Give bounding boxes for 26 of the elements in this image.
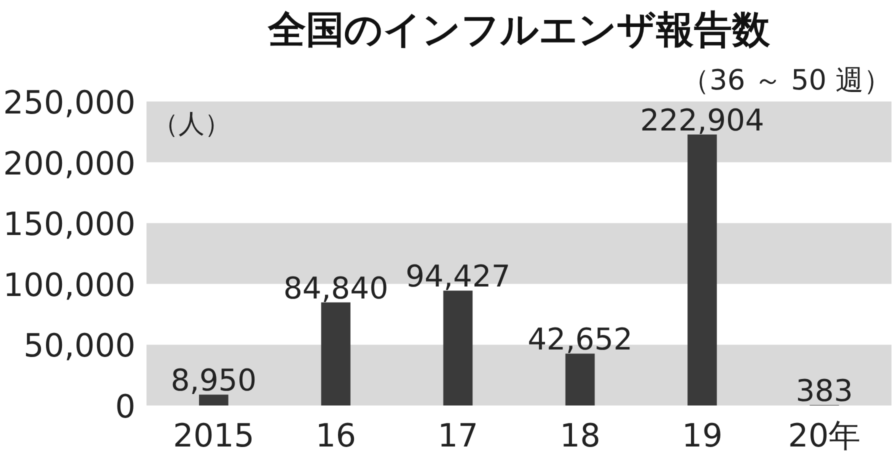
data-label: 84,840 — [283, 271, 388, 306]
y-tick-label: 150,000 — [3, 205, 136, 244]
x-tick-label: 19 — [682, 416, 723, 454]
y-tick-label: 100,000 — [3, 266, 136, 304]
bar — [565, 354, 595, 406]
x-tick-label: 17 — [438, 416, 478, 454]
chart-title: 全国のインフルエンザ報告数 — [267, 8, 771, 52]
x-tick-label: 20年 — [788, 416, 861, 454]
chart-subtitle: （36 ～ 50 週） — [682, 64, 892, 96]
bar — [443, 290, 473, 406]
data-label: 42,652 — [528, 322, 633, 358]
x-tick-label: 18 — [560, 416, 600, 454]
data-label: 383 — [796, 374, 853, 410]
x-tick-label: 16 — [315, 416, 356, 454]
data-label: 94,427 — [405, 260, 510, 295]
data-label: 222,904 — [640, 103, 764, 138]
bar — [199, 394, 228, 406]
y-tick-label: 250,000 — [3, 84, 136, 122]
data-label: 8,950 — [170, 364, 257, 399]
y-tick-label: 0 — [115, 388, 136, 426]
x-tick-label: 2015 — [172, 416, 254, 454]
y-tick-label: 200,000 — [3, 144, 136, 182]
bar — [688, 134, 717, 406]
y-tick-label: 50,000 — [24, 326, 136, 365]
bar — [321, 302, 350, 406]
y-axis-title: （人） — [152, 110, 231, 140]
